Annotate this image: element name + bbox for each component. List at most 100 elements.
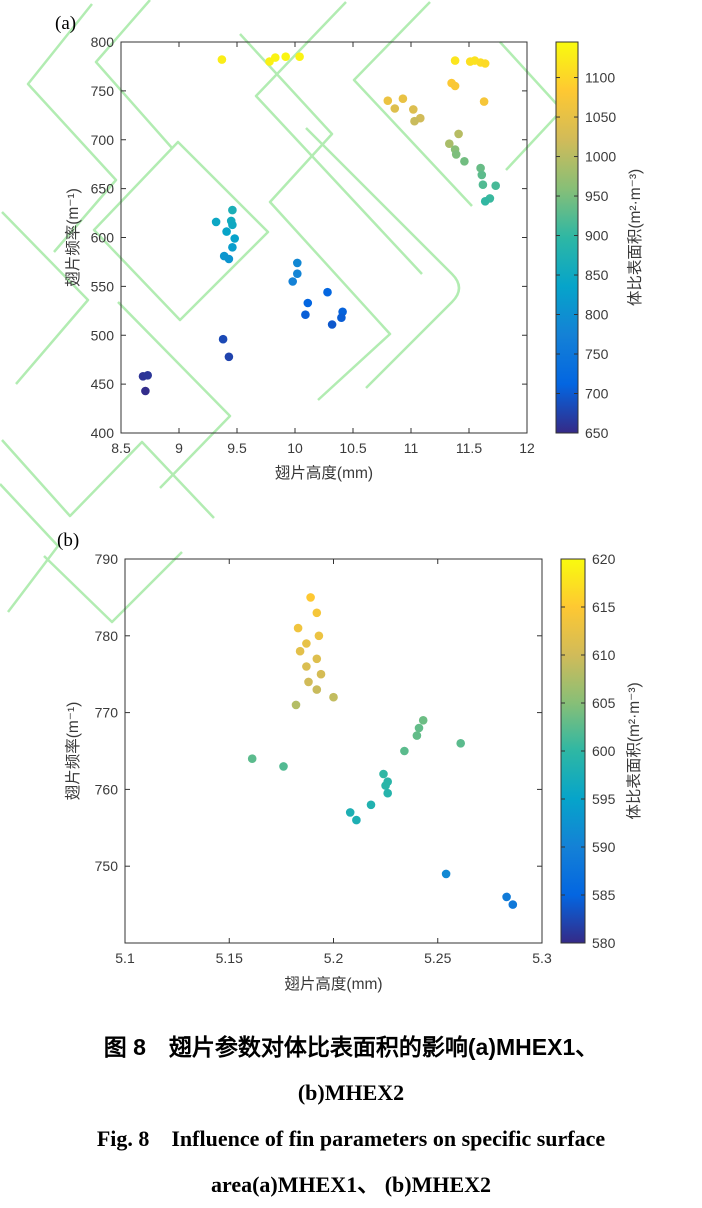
scatter-point — [445, 139, 454, 148]
colorbar-tick-label: 1000 — [585, 149, 616, 165]
x-tick-label: 8.5 — [111, 440, 131, 456]
scatter-point — [480, 59, 490, 68]
y-axis-label-b: 翅片频率(m⁻¹) — [64, 702, 82, 801]
scatter-point — [228, 220, 237, 230]
scatter-point — [271, 53, 280, 62]
scatter-point — [381, 781, 390, 790]
watermark-pattern — [0, 0, 564, 624]
scatter-point — [460, 157, 469, 166]
axes-box-b — [124, 558, 543, 944]
y-tick-label: 450 — [91, 376, 115, 392]
scatter-point — [302, 639, 311, 648]
scatter-point — [480, 197, 490, 206]
scatter-point — [352, 815, 361, 825]
colorbar-tick-label: 1100 — [585, 70, 615, 86]
watermark-line — [1, 439, 215, 519]
scatter-point — [323, 287, 332, 297]
scatter-point — [143, 371, 152, 380]
scatter-point — [230, 234, 239, 243]
scatter-point — [224, 352, 234, 362]
y-tick-label: 750 — [95, 858, 119, 874]
y-tick-label: 770 — [95, 705, 119, 721]
colorbar-label-b: 体比表面积(m²·m⁻³) — [625, 682, 643, 819]
scatter-point — [508, 900, 518, 909]
watermark-line — [305, 127, 461, 389]
scatter-point — [288, 277, 298, 286]
scatter-point — [312, 685, 322, 694]
scatter-point — [293, 269, 302, 279]
scatter-point — [312, 654, 322, 664]
scatter-point — [366, 800, 376, 810]
scatter-point — [141, 386, 150, 396]
x-tick-label: 5.15 — [216, 950, 243, 966]
tick-labels-a: 8.5 9 9.5 10 10.5 11 11.5 12 400 450 500 550 600 650 7… — [91, 34, 535, 456]
panel-a: (a) 8.5 9 9.5 10 10.5 11 11.5 12 400 450 500 550 600 6… — [55, 13, 644, 482]
scatter-point — [450, 56, 460, 65]
scatter-point — [228, 243, 237, 252]
scatter-point — [302, 662, 311, 671]
scatter-point — [337, 313, 346, 323]
scatter-point — [383, 96, 393, 105]
colorbar-tick-label: 850 — [585, 267, 609, 283]
watermark-line — [239, 33, 392, 401]
watermark-line — [1, 211, 90, 385]
scatter-point — [454, 129, 463, 139]
watermark-line — [254, 1, 423, 275]
scatter-points-b — [247, 593, 518, 909]
watermark-line — [43, 551, 183, 624]
scatter-point — [304, 677, 313, 687]
scatter-point — [306, 593, 315, 602]
x-tick-label: 10.5 — [339, 440, 366, 456]
scatter-point — [218, 334, 228, 344]
colorbar-b: 580 585 590 595 600 605 610 615 620 体比表面积(m²·m⁻³) — [560, 551, 643, 951]
scatter-point — [316, 669, 326, 679]
watermark-line — [26, 3, 118, 253]
y-tick-label: 790 — [95, 551, 119, 567]
scatter-point — [291, 700, 301, 710]
y-axis-label-a: 翅片频率(m⁻¹) — [64, 188, 82, 287]
x-tick-label: 5.25 — [424, 950, 451, 966]
colorbar-tick-label: 620 — [592, 551, 616, 567]
scatter-point — [418, 716, 428, 725]
scatter-point — [281, 52, 291, 61]
panel-label-b: (b) — [57, 530, 79, 551]
x-tick-label: 9 — [175, 440, 183, 456]
colorbar-tick-label: 585 — [592, 887, 616, 903]
scatter-point — [293, 258, 302, 268]
scatter-point — [451, 150, 461, 159]
scatter-point — [247, 754, 257, 763]
y-tick-label: 600 — [91, 230, 115, 246]
x-tick-label: 9.5 — [227, 440, 247, 456]
y-tick-label: 550 — [91, 278, 115, 294]
scatter-point — [441, 869, 451, 879]
scatter-point — [400, 746, 409, 756]
colorbar-tick-label: 610 — [592, 647, 616, 663]
watermark-line — [0, 483, 60, 613]
scatter-point — [477, 170, 487, 180]
panel-b: (b) 5.1 5.15 5.2 5.25 5.3 750 760 770 780 790 翅片高度(… — [57, 530, 643, 993]
scatter-point — [491, 181, 501, 190]
x-tick-label: 5.1 — [115, 950, 135, 966]
colorbar-tick-label: 605 — [592, 695, 616, 711]
x-tick-label: 5.2 — [324, 950, 344, 966]
tick-marks-b — [124, 558, 543, 943]
colorbar-tick-label: 750 — [585, 346, 609, 362]
scatter-point — [450, 81, 460, 91]
x-tick-label: 11 — [404, 440, 419, 456]
scatter-point — [478, 180, 488, 189]
scatter-point — [390, 104, 400, 113]
x-tick-label: 10 — [287, 440, 303, 456]
scatter-points-a — [138, 52, 501, 396]
scatter-point — [479, 97, 489, 106]
colorbar-gradient — [555, 41, 579, 434]
x-axis-label-a: 翅片高度(mm) — [275, 464, 373, 482]
colorbar-tick-label: 650 — [585, 425, 609, 441]
axes-box-a — [120, 41, 528, 434]
scatter-point — [211, 217, 221, 227]
y-tick-label: 650 — [91, 181, 115, 197]
scatter-point — [293, 623, 303, 633]
scatter-point — [398, 94, 408, 103]
scatter-point — [295, 646, 305, 656]
watermark-line — [352, 1, 473, 207]
watermark-line — [117, 301, 232, 489]
